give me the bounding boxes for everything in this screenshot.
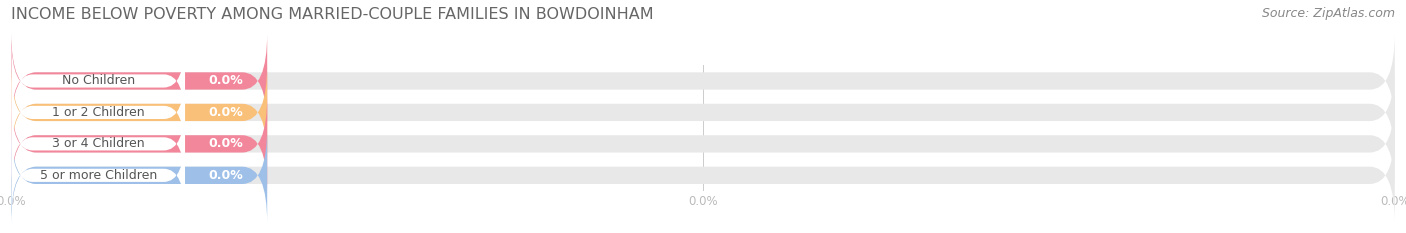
- FancyBboxPatch shape: [11, 33, 267, 129]
- Text: Source: ZipAtlas.com: Source: ZipAtlas.com: [1261, 7, 1395, 20]
- FancyBboxPatch shape: [11, 96, 1395, 192]
- FancyBboxPatch shape: [11, 39, 186, 123]
- FancyBboxPatch shape: [11, 33, 1395, 129]
- FancyBboxPatch shape: [11, 102, 186, 185]
- Text: 3 or 4 Children: 3 or 4 Children: [52, 137, 145, 150]
- FancyBboxPatch shape: [11, 71, 186, 154]
- FancyBboxPatch shape: [11, 65, 1395, 160]
- Text: 0.0%: 0.0%: [209, 106, 243, 119]
- Text: INCOME BELOW POVERTY AMONG MARRIED-COUPLE FAMILIES IN BOWDOINHAM: INCOME BELOW POVERTY AMONG MARRIED-COUPL…: [11, 7, 654, 22]
- Text: 1 or 2 Children: 1 or 2 Children: [52, 106, 145, 119]
- FancyBboxPatch shape: [11, 96, 267, 192]
- Text: 5 or more Children: 5 or more Children: [39, 169, 157, 182]
- Text: 0.0%: 0.0%: [209, 169, 243, 182]
- FancyBboxPatch shape: [11, 65, 267, 160]
- FancyBboxPatch shape: [11, 127, 267, 223]
- Text: 0.0%: 0.0%: [209, 137, 243, 150]
- Text: 0.0%: 0.0%: [209, 75, 243, 87]
- FancyBboxPatch shape: [11, 127, 1395, 223]
- FancyBboxPatch shape: [11, 134, 186, 217]
- Text: No Children: No Children: [62, 75, 135, 87]
